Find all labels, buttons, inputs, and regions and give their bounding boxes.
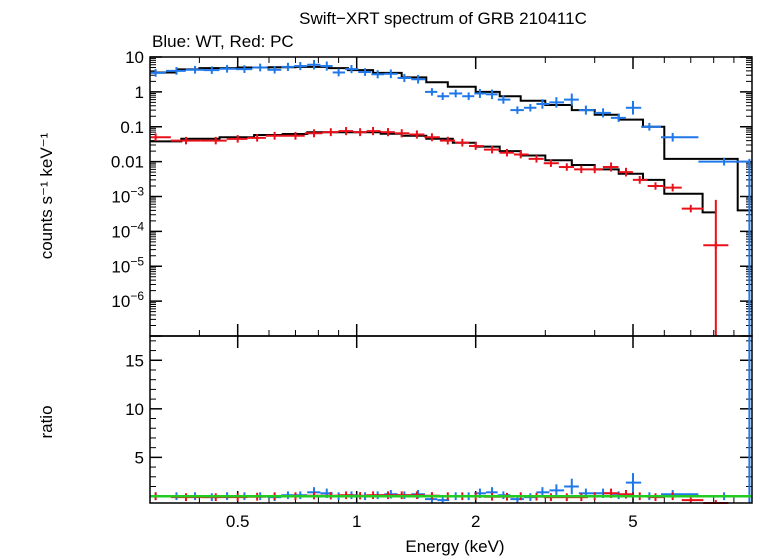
- bottom-panel-ylabel: ratio: [37, 405, 56, 438]
- data-point: [226, 135, 248, 143]
- data-point: [647, 182, 665, 190]
- data-point: [267, 66, 282, 74]
- data-point: [358, 68, 372, 76]
- data-point: [265, 131, 286, 140]
- top-y-tick-label: 1: [135, 83, 144, 102]
- data-point: [353, 128, 367, 137]
- ratio-point: [625, 473, 642, 493]
- top-y-tick-label: 10: [125, 48, 144, 67]
- x-tick-label: 0.5: [226, 512, 250, 531]
- data-point: [170, 136, 201, 145]
- data-point: [219, 64, 236, 73]
- data-point: [281, 62, 295, 71]
- top-y-tick-label: 10−5: [111, 254, 144, 276]
- top-y-tick-label: 10−4: [111, 219, 144, 241]
- top-panel-frame: [149, 56, 753, 337]
- data-point: [411, 74, 426, 84]
- data-point: [594, 108, 611, 118]
- top-y-tick-label: 0.1: [120, 118, 144, 137]
- data-point: [322, 128, 339, 137]
- data-point: [485, 89, 498, 100]
- data-point: [558, 163, 575, 171]
- data-point: [528, 155, 544, 163]
- ratio-point: [549, 484, 565, 497]
- data-point: [610, 113, 626, 122]
- x-tick-label: 2: [471, 512, 480, 531]
- data-point: [437, 92, 450, 100]
- data-point: [661, 132, 699, 142]
- data-point: [185, 65, 204, 74]
- data-point: [469, 142, 484, 150]
- data-point: [203, 66, 220, 74]
- x-tick-label: 5: [628, 512, 637, 531]
- data-point: [384, 69, 398, 79]
- data-point: [150, 69, 167, 77]
- bottom-y-tick-label: 15: [125, 351, 144, 370]
- data-point: [513, 150, 529, 159]
- data-point: [394, 129, 410, 138]
- chart-title: Swift−XRT spectrum of GRB 210411C: [299, 9, 587, 28]
- data-point: [235, 65, 253, 73]
- top-y-tick-label: 10−3: [111, 185, 144, 207]
- data-point: [252, 63, 268, 72]
- data-point: [625, 100, 642, 115]
- data-point: [543, 159, 559, 167]
- data-point: [664, 183, 682, 192]
- data-point: [200, 136, 227, 145]
- data-point: [409, 130, 425, 139]
- data-point: [424, 133, 440, 142]
- chart-subtitle: Blue: WT, Red: PC: [152, 32, 294, 51]
- data-point: [523, 104, 537, 112]
- x-axis-label: Energy (keV): [405, 537, 504, 556]
- data-point: [294, 61, 308, 71]
- ratio-point: [564, 478, 579, 495]
- top-y-tick-label: 10−6: [111, 289, 144, 311]
- data-point: [499, 148, 514, 157]
- data-point: [602, 162, 619, 172]
- data-point: [247, 134, 266, 142]
- data-point: [549, 97, 565, 108]
- top-panel-ylabel: counts s⁻¹ keV⁻¹: [37, 132, 56, 259]
- data-point: [698, 157, 750, 166]
- data-point: [574, 165, 589, 174]
- data-point: [455, 138, 470, 147]
- data-point: [510, 106, 524, 114]
- data-point: [345, 65, 359, 74]
- data-point: [462, 92, 475, 101]
- data-point: [578, 105, 595, 115]
- data-point: [681, 204, 704, 213]
- data-point: [285, 131, 305, 140]
- data-point: [338, 127, 354, 136]
- data-point: [536, 99, 550, 109]
- data-point: [439, 136, 456, 145]
- data-point: [632, 176, 648, 184]
- data-point: [449, 89, 463, 98]
- data-point: [366, 127, 381, 136]
- bottom-panel-frame: [149, 335, 753, 504]
- x-tick-label: 1: [352, 512, 361, 531]
- data-point: [320, 61, 333, 71]
- data-point: [564, 93, 579, 106]
- bottom-y-tick-label: 5: [135, 448, 144, 467]
- data-point: [618, 167, 633, 177]
- data-point: [497, 95, 511, 104]
- data-point: [150, 133, 171, 142]
- data-point: [304, 129, 323, 138]
- data-point: [641, 122, 662, 131]
- top-panel: 10 1 0.1 0.01 10−3 10−4 10−5 10−6 counts s⁻¹ ke…: [37, 48, 753, 337]
- data-point: [474, 88, 486, 99]
- data-point: [380, 128, 395, 137]
- data-point: [332, 68, 346, 77]
- data-point: [166, 67, 186, 75]
- data-point: [425, 88, 438, 96]
- top-y-tick-label: 0.01: [111, 153, 144, 172]
- data-point: [371, 70, 385, 79]
- data-point: [588, 165, 603, 174]
- data-point: [397, 73, 412, 83]
- data-point: [483, 145, 500, 154]
- bottom-y-tick-label: 10: [125, 400, 144, 419]
- bottom-panel: 5 10 15 ratio: [37, 335, 753, 504]
- data-point: [307, 59, 321, 70]
